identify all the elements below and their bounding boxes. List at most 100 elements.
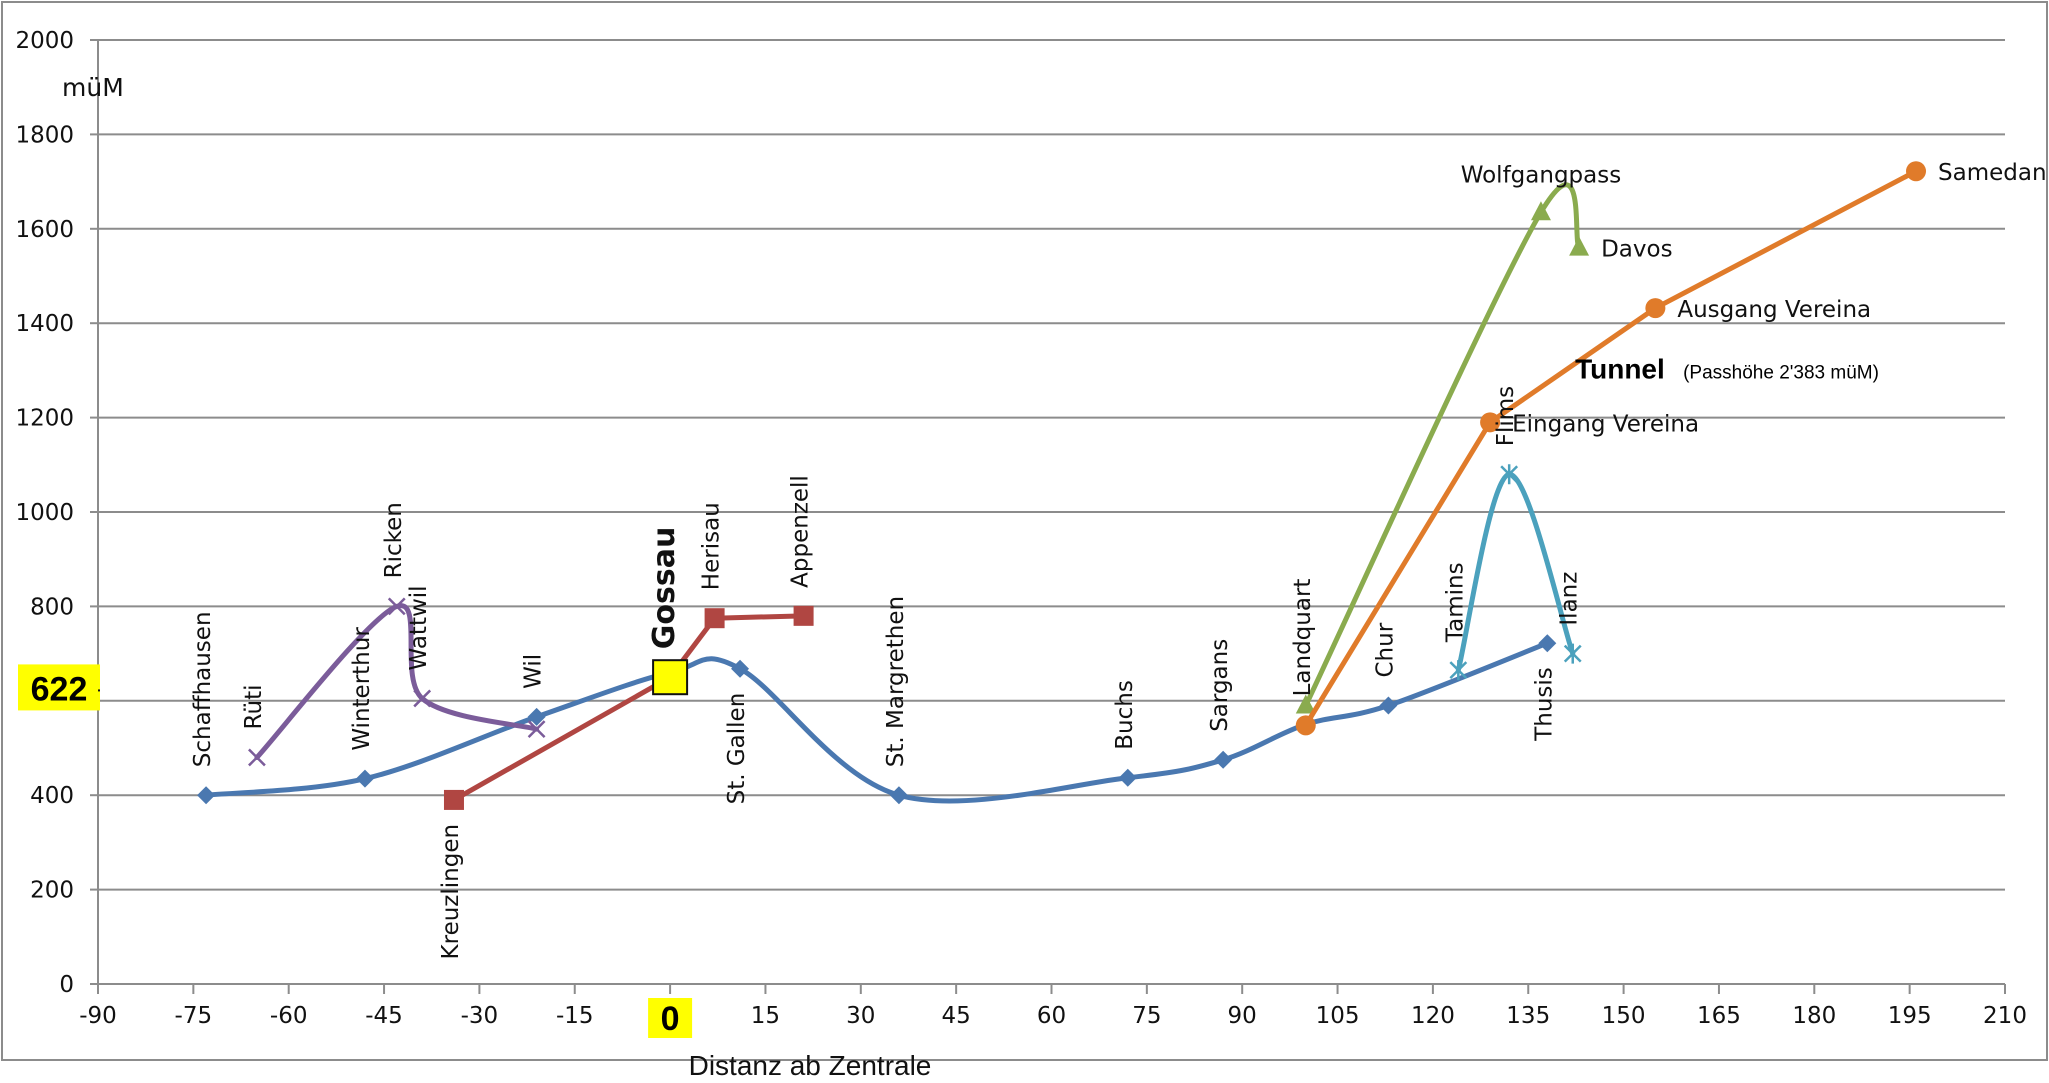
tunnel-annotation: Tunnel bbox=[1575, 353, 1665, 384]
x-tick-label: 165 bbox=[1697, 1003, 1741, 1029]
y-tick-label: 1200 bbox=[15, 406, 74, 432]
tunnel-annotation-sub: (Passhöhe 2'383 müM) bbox=[1683, 362, 1879, 383]
station-label: Ausgang Vereina bbox=[1677, 297, 1871, 323]
x-tick-label: -60 bbox=[270, 1003, 308, 1029]
y-axis-label: müM bbox=[62, 73, 124, 102]
station-label: Eingang Vereina bbox=[1512, 411, 1699, 437]
station-label: Appenzell bbox=[788, 475, 814, 588]
station-label: Samedan bbox=[1938, 160, 2047, 186]
x-tick-label: 180 bbox=[1792, 1003, 1836, 1029]
circle-marker bbox=[1295, 715, 1316, 736]
x-highlight-badge bbox=[648, 998, 693, 1038]
grid-lines bbox=[98, 39, 2005, 985]
station-label: Wolfgangpass bbox=[1461, 162, 1621, 188]
square-marker bbox=[443, 789, 464, 810]
y-highlight-value: 622 bbox=[31, 670, 88, 708]
triangle-marker bbox=[1530, 201, 1551, 221]
diamond-marker bbox=[355, 769, 374, 788]
series-group bbox=[1295, 161, 1927, 736]
station-label: Winterthur bbox=[349, 627, 375, 751]
station-label: St. Margrethen bbox=[883, 596, 909, 767]
series-group bbox=[1449, 464, 1582, 681]
x-tick-label: 60 bbox=[1037, 1003, 1066, 1029]
station-label: Sargans bbox=[1207, 639, 1233, 732]
station-label: Kreuzlingen bbox=[438, 824, 464, 960]
circle-marker bbox=[1906, 161, 1927, 182]
station-label: Chur bbox=[1372, 622, 1398, 677]
y-highlight-badge bbox=[18, 664, 100, 711]
station-label: Tamins bbox=[1442, 562, 1468, 643]
station-label: Buchs bbox=[1112, 680, 1138, 750]
y-tick-label: 2000 bbox=[15, 28, 74, 54]
y-tick-label: 1800 bbox=[15, 122, 74, 148]
asterisk-marker bbox=[1449, 660, 1468, 681]
x-tick-label: -15 bbox=[556, 1003, 594, 1029]
x-axis-label: Distanz ab Zentrale bbox=[689, 1050, 932, 1078]
diamond-marker bbox=[527, 707, 546, 726]
series-line bbox=[1303, 168, 1919, 728]
triangle-marker bbox=[1569, 236, 1590, 256]
station-label: Davos bbox=[1601, 237, 1672, 263]
square-marker bbox=[704, 608, 725, 629]
station-label: Schaffhausen bbox=[190, 611, 216, 767]
y-tick-label: 800 bbox=[30, 594, 74, 620]
series-line bbox=[451, 613, 807, 803]
station-label: St. Gallen bbox=[724, 693, 750, 805]
station-label: Thusis bbox=[1531, 667, 1557, 742]
diamond-marker bbox=[889, 786, 908, 805]
y-tick-label: 1400 bbox=[15, 311, 74, 337]
highlights: 622 0 bbox=[18, 659, 693, 1038]
circle-marker bbox=[1645, 298, 1666, 319]
x-tick-label: 30 bbox=[846, 1003, 875, 1029]
triangle-marker bbox=[1295, 694, 1316, 714]
chart-border bbox=[1, 1, 2048, 1061]
y-tick-label: 400 bbox=[30, 783, 74, 809]
circle-marker bbox=[1480, 412, 1501, 433]
station-label: Ricken bbox=[381, 502, 407, 578]
x-tick-label: -45 bbox=[365, 1003, 403, 1029]
x-marker bbox=[387, 597, 406, 616]
station-label: Herisau bbox=[699, 502, 725, 590]
diamond-marker bbox=[1214, 750, 1233, 769]
x-tick-label: 135 bbox=[1506, 1003, 1550, 1029]
x-marker bbox=[248, 748, 266, 767]
x-tick-label: 90 bbox=[1228, 1003, 1257, 1029]
x-tick-label: 45 bbox=[942, 1003, 971, 1029]
x-tick-label: 120 bbox=[1411, 1003, 1455, 1029]
x-tick-label: -75 bbox=[175, 1003, 213, 1029]
station-label: Landquart bbox=[1290, 579, 1316, 697]
station-label: Ilanz bbox=[1557, 572, 1583, 626]
series-group bbox=[1295, 182, 1590, 714]
y-tick-label: 0 bbox=[59, 972, 74, 998]
x-marker bbox=[527, 720, 546, 739]
x-tick-label: 15 bbox=[751, 1003, 780, 1029]
y-tick-label: 1000 bbox=[15, 500, 74, 526]
x-tick-label: 195 bbox=[1888, 1003, 1932, 1029]
asterisk-marker bbox=[1500, 464, 1519, 485]
station-labels: Schaffhausen Winterthur Wil St. Gallen St. M… bbox=[190, 160, 2046, 959]
diamond-marker bbox=[197, 786, 216, 805]
square-marker bbox=[793, 605, 814, 626]
diamond-marker bbox=[1379, 696, 1398, 715]
series-line bbox=[254, 603, 540, 760]
diamond-marker bbox=[731, 659, 750, 678]
series-lines bbox=[197, 161, 1927, 810]
x-tick-label: 105 bbox=[1316, 1003, 1360, 1029]
x-marker bbox=[413, 689, 432, 708]
series-line bbox=[203, 640, 1550, 804]
gossau-highlight-box bbox=[652, 659, 689, 696]
x-tick-label: -30 bbox=[461, 1003, 499, 1029]
station-label: Flims bbox=[1493, 386, 1519, 446]
diamond-marker bbox=[1538, 634, 1557, 653]
x-tick-label: -90 bbox=[79, 1003, 117, 1029]
station-label: Wattwil bbox=[406, 585, 432, 670]
station-label: Wil bbox=[521, 654, 547, 689]
asterisk-marker bbox=[1563, 643, 1582, 664]
x-tick-label: 210 bbox=[1983, 1003, 2027, 1029]
y-tick-label: 1600 bbox=[15, 217, 74, 243]
series-line bbox=[1303, 182, 1582, 709]
series-group bbox=[248, 597, 546, 767]
station-label: Rüti bbox=[241, 685, 267, 730]
